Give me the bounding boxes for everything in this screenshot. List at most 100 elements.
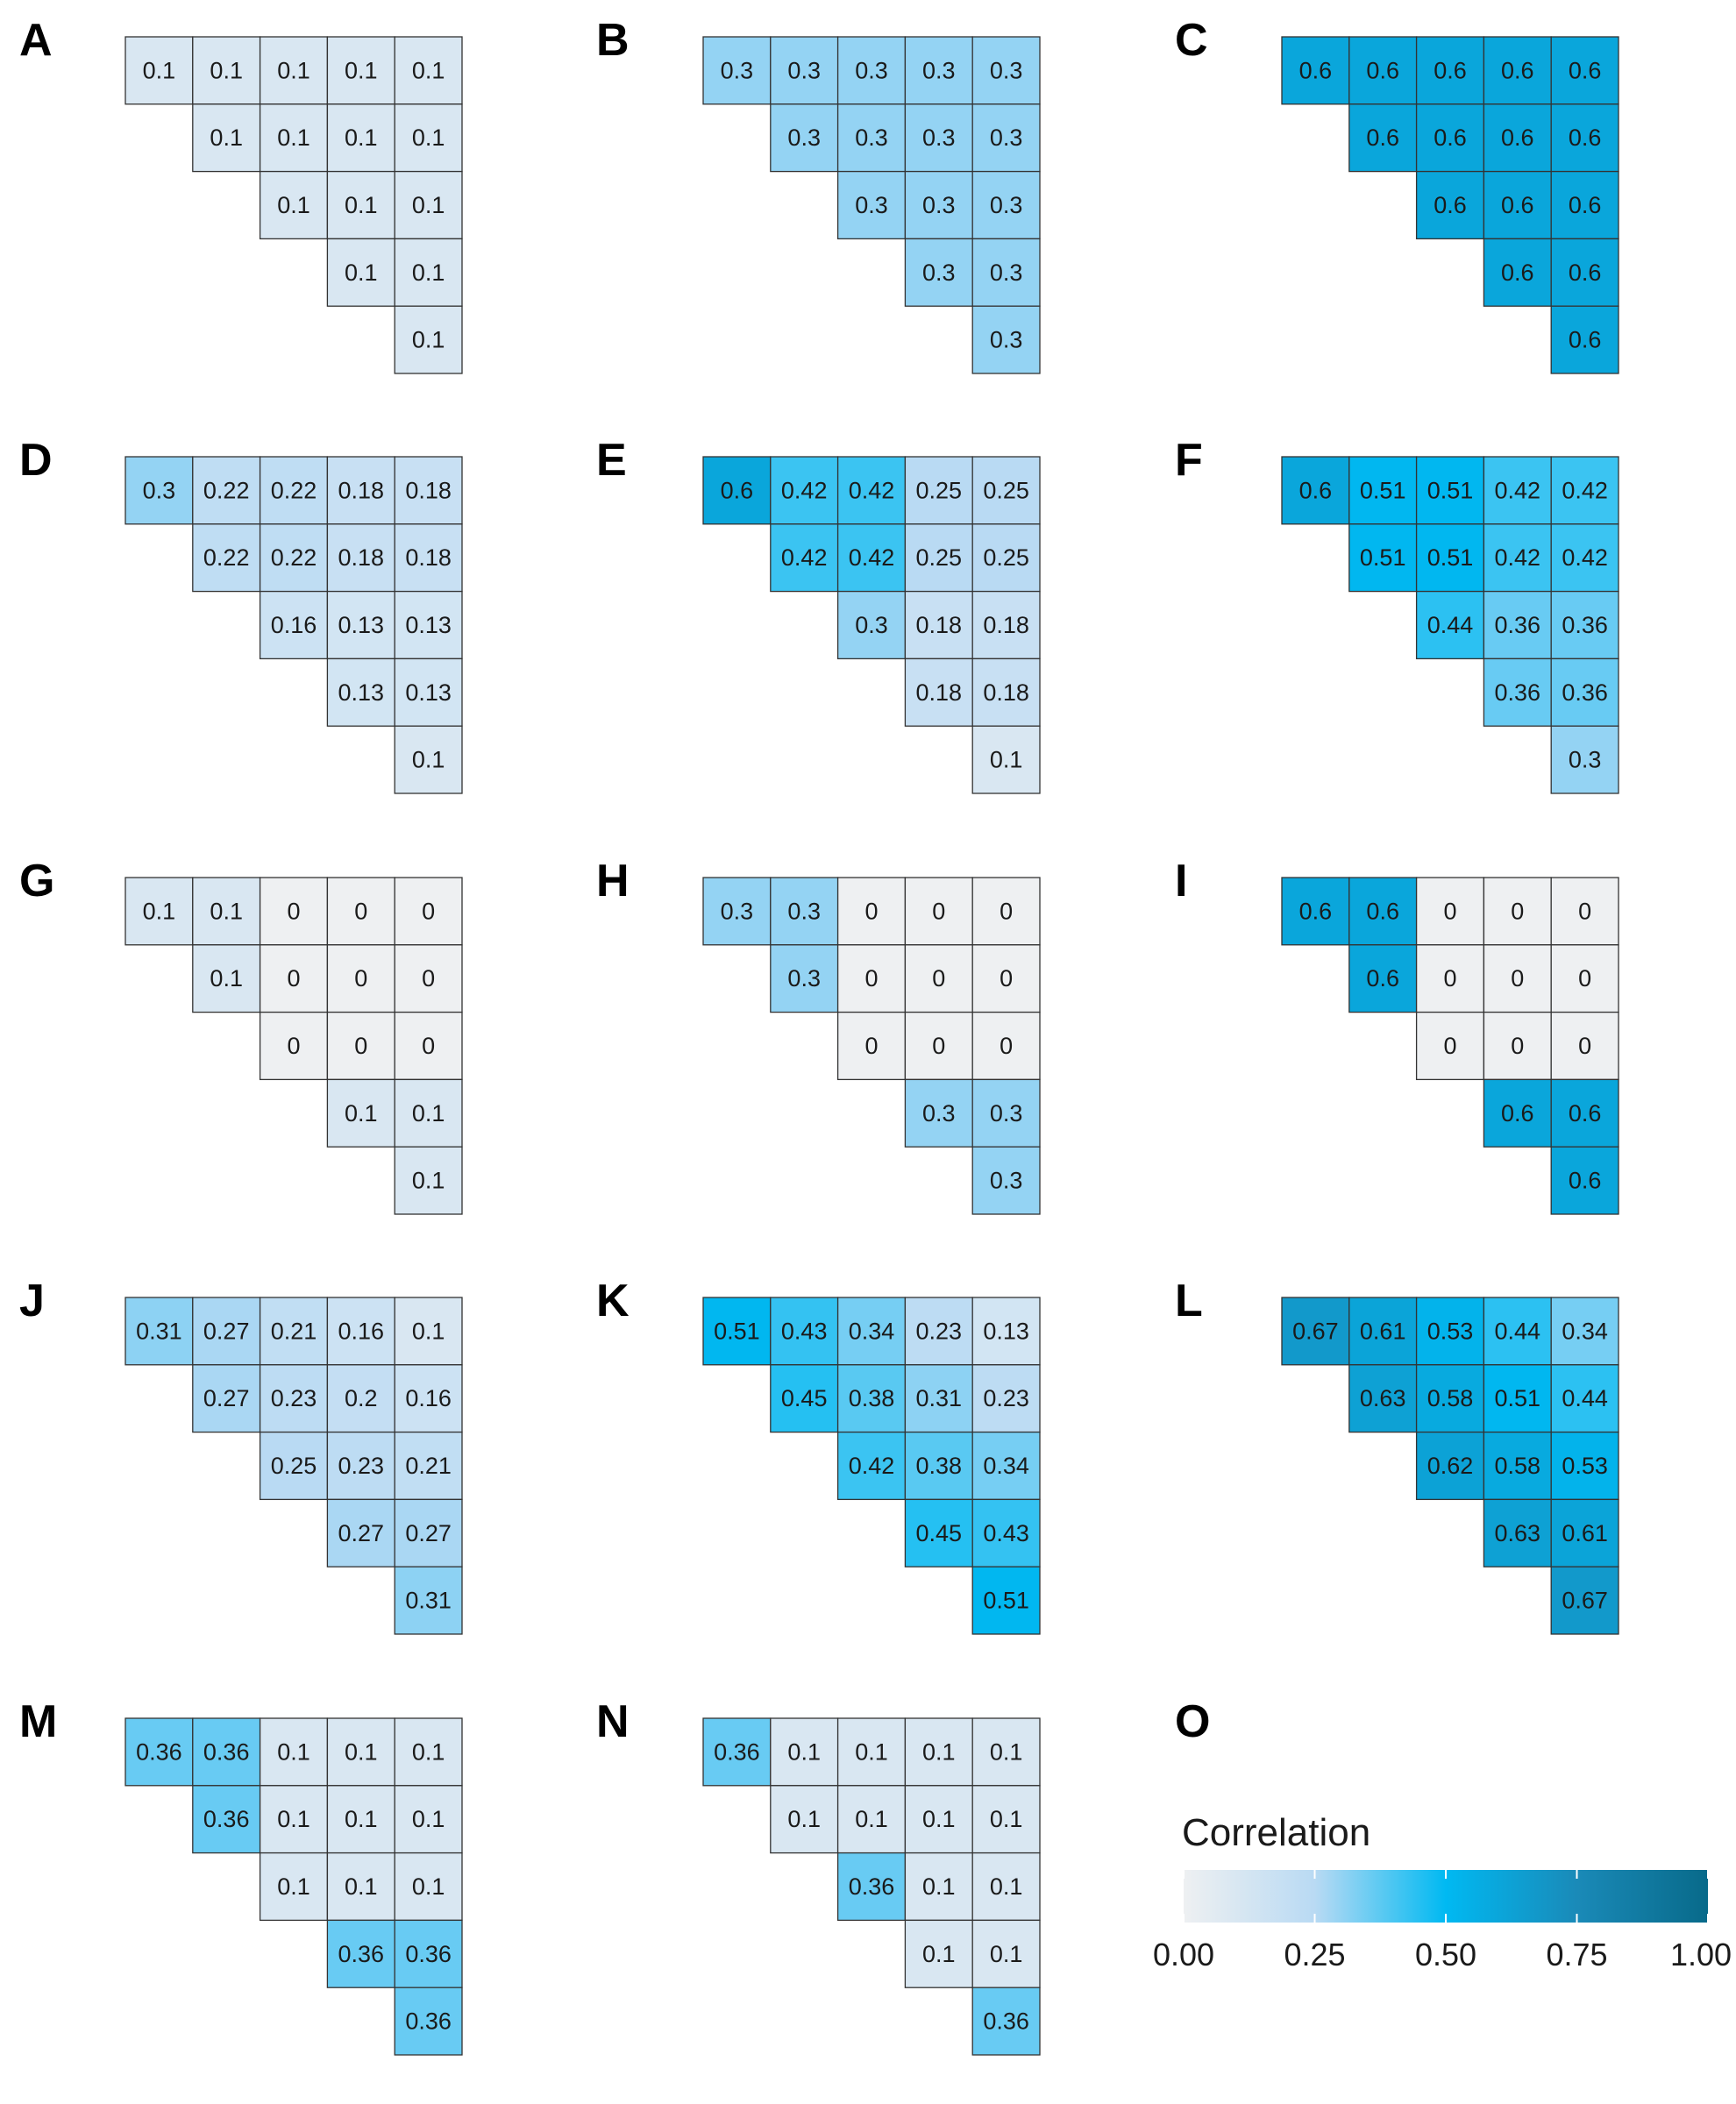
cell-value-label: 0.1 — [345, 192, 378, 218]
cell-value-label: 0.1 — [412, 327, 445, 353]
heatmap-cell — [394, 1498, 463, 1567]
cell-value-label: 0.1 — [412, 1738, 445, 1765]
heatmap-cell — [836, 1852, 907, 1922]
panel-C: C 0.6 0.6 0.6 0.6 0.6 0.6 0.6 0.6 0.6 0.6 0.6 0.6 0.6… — [1175, 15, 1619, 374]
heatmap-cell — [1550, 1364, 1619, 1433]
cell-value-label: 0.36 — [405, 1941, 452, 1967]
cell-value-label: 0.45 — [781, 1385, 828, 1411]
cell-value-label: 0.25 — [983, 544, 1029, 571]
heatmap-cell — [394, 1566, 463, 1635]
cell-value-label: 0 — [1511, 965, 1524, 992]
cell-value-label: 0.44 — [1427, 612, 1474, 638]
heatmap-cell — [904, 523, 973, 593]
heatmap-cell — [836, 103, 907, 173]
heatmap-cell — [904, 36, 973, 105]
cell-value-label: 0.22 — [203, 544, 250, 571]
heatmap-cell — [1415, 1297, 1485, 1366]
cell-value-label: 0.6 — [1366, 124, 1399, 151]
cell-value-label: 0.3 — [922, 1100, 956, 1127]
heatmap-cell — [836, 1364, 907, 1433]
cell-value-label: 0.3 — [855, 612, 888, 638]
heatmap-cell — [394, 456, 463, 525]
heatmap-cell — [326, 103, 395, 173]
heatmap-cell — [836, 1011, 907, 1081]
heatmap-cell — [904, 238, 973, 307]
heatmap-cell — [971, 103, 1041, 173]
panel-label-A: A — [19, 15, 53, 66]
cell-value-label: 0.67 — [1292, 1318, 1339, 1344]
cell-value-label: 0.6 — [1501, 192, 1534, 218]
cell-value-label: 0.6 — [1299, 477, 1333, 503]
cell-value-label: 0.13 — [405, 679, 452, 706]
cell-value-label: 0.42 — [781, 544, 828, 571]
heatmap-cell — [971, 1146, 1041, 1215]
cell-value-label: 0.6 — [1501, 124, 1534, 151]
cell-value-label: 0.1 — [990, 747, 1023, 773]
heatmap-cell — [1483, 238, 1552, 307]
heatmap-cell — [326, 1919, 395, 1988]
cell-value-label: 0 — [1511, 1033, 1524, 1059]
legend-tick-label: 0.50 — [1415, 1937, 1476, 1972]
panel-label-C: C — [1175, 15, 1208, 66]
panel-label-B: B — [596, 15, 630, 66]
cell-value-label: 0.1 — [412, 1873, 445, 1900]
cell-value-label: 0.1 — [210, 965, 243, 992]
cell-value-label: 0.18 — [983, 679, 1029, 706]
heatmap-cell — [125, 456, 194, 525]
legend-title: Correlation — [1182, 1811, 1370, 1854]
heatmap-cell — [770, 877, 839, 946]
heatmap-cell — [1348, 944, 1418, 1013]
cell-value-label: 0.42 — [1562, 477, 1608, 503]
heatmap-cell — [1415, 590, 1485, 660]
legend-tick-label: 1.00 — [1670, 1937, 1732, 1972]
heatmap-cell — [326, 944, 395, 1013]
heatmap-cell — [971, 238, 1041, 307]
cell-value-label: 0.1 — [277, 57, 310, 83]
heatmap-cell — [326, 456, 395, 525]
cell-value-label: 0.1 — [345, 1806, 378, 1832]
heatmap-cell — [394, 877, 463, 946]
heatmap-cell — [326, 1297, 395, 1366]
cell-value-label: 0.58 — [1427, 1385, 1474, 1411]
cell-value-label: 0.1 — [143, 57, 176, 83]
cell-value-label: 0.3 — [990, 259, 1023, 286]
heatmap-cell — [1483, 944, 1552, 1013]
cell-value-label: 0.3 — [787, 965, 821, 992]
cell-value-label: 0.42 — [781, 477, 828, 503]
panel-J: J 0.31 0.27 0.21 0.16 0.1 0.27 0.23 0.2 0.16 0.25 0… — [19, 1276, 463, 1635]
cell-value-label: 0.44 — [1495, 1318, 1541, 1344]
cell-value-label: 0.6 — [1366, 965, 1399, 992]
heatmap-cell — [1415, 1364, 1485, 1433]
cell-value-label: 0.21 — [271, 1318, 317, 1344]
cell-value-label: 0.1 — [922, 1873, 956, 1900]
cell-value-label: 0.1 — [990, 1806, 1023, 1832]
heatmap-cell — [971, 1785, 1041, 1854]
heatmap-cell — [1550, 1146, 1619, 1215]
heatmap-cell — [259, 1717, 329, 1787]
cell-value-label: 0.1 — [855, 1738, 888, 1765]
cell-value-label: 0.1 — [277, 1873, 310, 1900]
heatmap-cell — [326, 523, 395, 593]
cell-value-label: 0.13 — [338, 679, 385, 706]
cell-value-label: 0.42 — [1562, 544, 1608, 571]
heatmap-cell — [904, 1297, 973, 1366]
heatmap-cell — [394, 1717, 463, 1787]
cell-value-label: 0.31 — [916, 1385, 963, 1411]
cell-value-label: 0 — [422, 965, 435, 992]
panel-A: A 0.1 0.1 0.1 0.1 0.1 0.1 0.1 0.1 0.1 0.1 0.1 0.1 0.1… — [19, 15, 463, 374]
cell-value-label: 0.1 — [277, 124, 310, 151]
heatmap-cell — [1415, 456, 1485, 525]
cell-value-label: 0.6 — [721, 477, 754, 503]
cell-value-label: 0.3 — [787, 124, 821, 151]
cell-value-label: 0.6 — [1569, 124, 1602, 151]
heatmap-cell — [702, 1717, 772, 1787]
cell-value-label: 0.53 — [1427, 1318, 1474, 1344]
heatmap-cell — [394, 1919, 463, 1988]
heatmap-cell — [1550, 725, 1619, 794]
cell-value-label: 0.61 — [1360, 1318, 1406, 1344]
cell-value-label: 0.1 — [345, 1873, 378, 1900]
heatmap-cell — [702, 456, 772, 525]
cell-value-label: 0.36 — [405, 2008, 452, 2035]
cell-value-label: 0.3 — [922, 124, 956, 151]
cell-value-label: 0.6 — [1501, 57, 1534, 83]
